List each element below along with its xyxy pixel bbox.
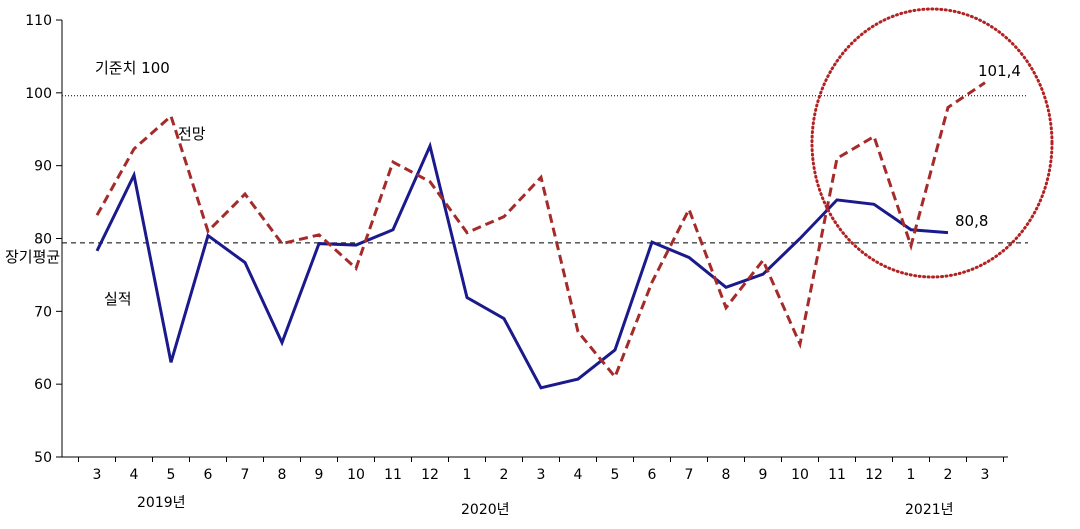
x-tick-label: 2 — [944, 467, 953, 483]
x-tick-label: 5 — [167, 467, 176, 483]
series-line — [95, 81, 986, 380]
series-line — [95, 141, 949, 390]
x-tick-label: 3 — [537, 467, 546, 483]
x-tick-label: 2 — [500, 467, 509, 483]
y-tick-label: 90 — [34, 159, 52, 175]
long-term-average-label: 장기평균 — [5, 248, 60, 266]
last-forecast-value-label: 101,4 — [978, 62, 1021, 80]
last-actual-value-label: 80,8 — [955, 212, 988, 230]
x-tick-label: 3 — [981, 467, 990, 483]
x-tick-label: 7 — [685, 467, 694, 483]
x-tick-label: 5 — [611, 467, 620, 483]
year-label-2020: 2020년 — [461, 502, 510, 518]
x-tick-label: 7 — [241, 467, 250, 483]
x-tick-label: 10 — [347, 467, 365, 483]
x-tick-label: 6 — [204, 467, 213, 483]
annotations: 기준치 100 장기평균 전망 실적 101,4 80,8 2019년 2020… — [5, 59, 1021, 518]
reference-lines — [62, 95, 1028, 244]
year-label-2021: 2021년 — [905, 502, 954, 518]
forecast-series-label: 전망 — [178, 125, 206, 143]
x-tick-label: 6 — [648, 467, 657, 483]
x-tick-label: 3 — [93, 467, 102, 483]
highlight-circle — [810, 7, 1054, 279]
actual-series-label: 실적 — [104, 290, 132, 308]
y-tick-label: 60 — [34, 377, 52, 393]
x-tick-label: 8 — [278, 467, 287, 483]
year-label-2019: 2019년 — [137, 495, 186, 511]
y-tick-label: 50 — [34, 450, 52, 466]
y-tick-label: 80 — [34, 232, 52, 248]
x-tick-label: 9 — [315, 467, 324, 483]
x-tick-label: 1 — [907, 467, 916, 483]
x-tick-label: 11 — [384, 467, 402, 483]
x-tick-label: 8 — [722, 467, 731, 483]
x-tick-label: 4 — [574, 467, 583, 483]
x-tick-label: 12 — [865, 467, 883, 483]
y-tick-label: 100 — [25, 86, 52, 102]
baseline-100-label: 기준치 100 — [95, 59, 170, 77]
y-tick-label: 110 — [25, 13, 52, 29]
x-tick-label: 11 — [828, 467, 846, 483]
x-tick-label: 4 — [130, 467, 139, 483]
x-tick-label: 1 — [463, 467, 472, 483]
x-tick-label: 10 — [791, 467, 809, 483]
x-tick-label: 9 — [759, 467, 768, 483]
y-tick-label: 70 — [34, 304, 52, 320]
series-layer — [95, 81, 986, 390]
x-tick-label: 12 — [421, 467, 439, 483]
